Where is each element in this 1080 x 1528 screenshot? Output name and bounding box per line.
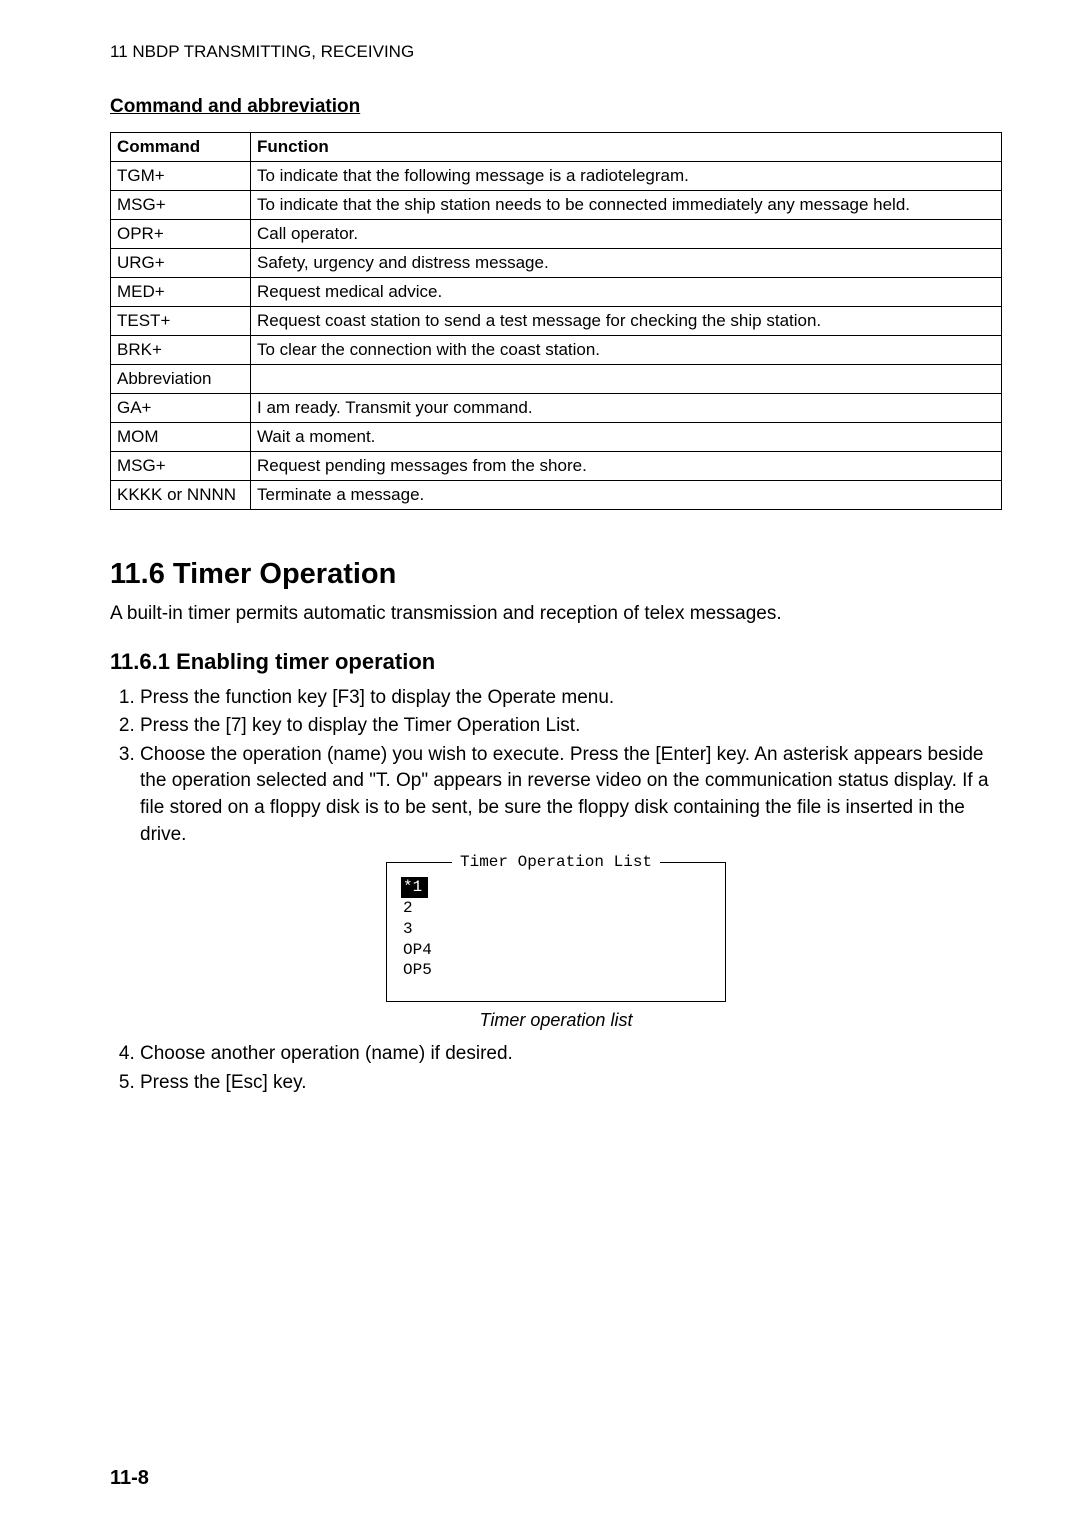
figure-title: Timer Operation List (452, 853, 660, 871)
table-row: TGM+To indicate that the following messa… (111, 162, 1002, 191)
cmd-cell: MOM (111, 423, 251, 452)
func-cell: To clear the connection with the coast s… (251, 336, 1002, 365)
running-header: 11 NBDP TRANSMITTING, RECEIVING (110, 42, 1002, 62)
command-table: Command Function TGM+To indicate that th… (110, 132, 1002, 510)
cmd-cell: TGM+ (111, 162, 251, 191)
heading-timer-operation: 11.6 Timer Operation (110, 558, 1002, 591)
func-cell: Request pending messages from the shore. (251, 452, 1002, 481)
steps-list-continued: Choose another operation (name) if desir… (110, 1041, 1002, 1096)
cmd-cell: GA+ (111, 394, 251, 423)
col-header-function: Function (251, 133, 1002, 162)
table-row: OPR+Call operator. (111, 220, 1002, 249)
table-row: Abbreviation (111, 365, 1002, 394)
cmd-cell: MED+ (111, 278, 251, 307)
table-row: MED+Request medical advice. (111, 278, 1002, 307)
table-row: URG+Safety, urgency and distress message… (111, 249, 1002, 278)
list-item: Choose another operation (name) if desir… (140, 1041, 1002, 1068)
figure-row: 2 (401, 898, 711, 919)
cmd-cell: MSG+ (111, 452, 251, 481)
func-cell: I am ready. Transmit your command. (251, 394, 1002, 423)
func-cell (251, 365, 1002, 394)
list-item: Press the [Esc] key. (140, 1070, 1002, 1097)
page-number: 11-8 (110, 1467, 149, 1490)
cmd-cell: Abbreviation (111, 365, 251, 394)
table-row: BRK+To clear the connection with the coa… (111, 336, 1002, 365)
table-row: GA+I am ready. Transmit your command. (111, 394, 1002, 423)
list-item: Press the function key [F3] to display t… (140, 685, 1002, 712)
table-row: MOMWait a moment. (111, 423, 1002, 452)
intro-text: A built-in timer permits automatic trans… (110, 601, 1002, 627)
table-row: MSG+Request pending messages from the sh… (111, 452, 1002, 481)
func-cell: Wait a moment. (251, 423, 1002, 452)
cmd-cell: KKKK or NNNN (111, 481, 251, 510)
func-cell: Request medical advice. (251, 278, 1002, 307)
list-item: Choose the operation (name) you wish to … (140, 742, 1002, 848)
figure-row: OP5 (401, 960, 711, 981)
func-cell: To indicate that the ship station needs … (251, 191, 1002, 220)
figure-row-selected: *1 (401, 877, 428, 898)
col-header-command: Command (111, 133, 251, 162)
func-cell: Call operator. (251, 220, 1002, 249)
figure-wrapper: Timer Operation List *1 2 3 OP4 OP5 (110, 862, 1002, 1002)
func-cell: Request coast station to send a test mes… (251, 307, 1002, 336)
table-row: MSG+To indicate that the ship station ne… (111, 191, 1002, 220)
func-cell: Safety, urgency and distress message. (251, 249, 1002, 278)
steps-list: Press the function key [F3] to display t… (110, 685, 1002, 849)
timer-operation-box: Timer Operation List *1 2 3 OP4 OP5 (386, 862, 726, 1002)
figure-row: OP4 (401, 940, 711, 961)
func-cell: To indicate that the following message i… (251, 162, 1002, 191)
cmd-cell: BRK+ (111, 336, 251, 365)
cmd-cell: MSG+ (111, 191, 251, 220)
section-subhead: Command and abbreviation (110, 96, 1002, 118)
func-cell: Terminate a message. (251, 481, 1002, 510)
figure-row: 3 (401, 919, 711, 940)
heading-enabling-timer: 11.6.1 Enabling timer operation (110, 649, 1002, 675)
list-item: Press the [7] key to display the Timer O… (140, 713, 1002, 740)
figure-caption: Timer operation list (110, 1010, 1002, 1031)
table-row: KKKK or NNNNTerminate a message. (111, 481, 1002, 510)
cmd-cell: URG+ (111, 249, 251, 278)
table-row: TEST+Request coast station to send a tes… (111, 307, 1002, 336)
cmd-cell: OPR+ (111, 220, 251, 249)
cmd-cell: TEST+ (111, 307, 251, 336)
